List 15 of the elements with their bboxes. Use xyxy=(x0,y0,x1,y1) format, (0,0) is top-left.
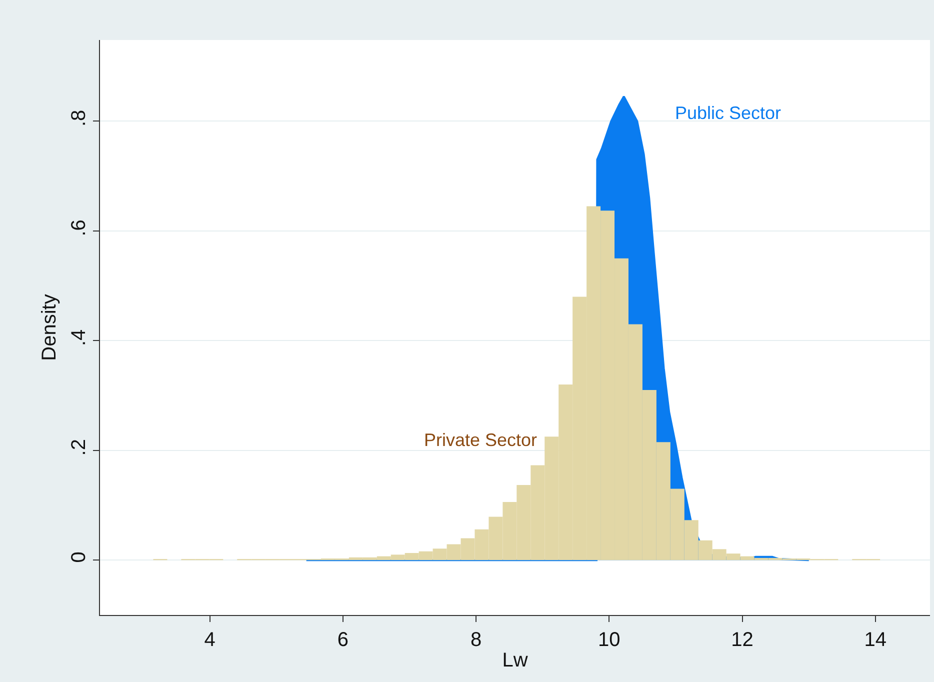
y-tick-label: 0 xyxy=(68,552,90,563)
y-tick-label: .6 xyxy=(68,220,90,236)
x-tick-label: 10 xyxy=(598,629,620,651)
text: Public Sector xyxy=(675,103,782,123)
x-tick-label: 14 xyxy=(864,629,887,651)
y-axis-title: Density xyxy=(38,294,60,361)
x-tick-label: 8 xyxy=(470,629,482,651)
x-tick-label: 4 xyxy=(204,629,216,651)
y-tick-label: .8 xyxy=(68,110,90,127)
x-tick-label: 6 xyxy=(337,629,349,651)
x-axis-title: Lw xyxy=(502,650,528,672)
series-label: Private Sector xyxy=(424,430,538,450)
y-tick-label: .2 xyxy=(68,439,90,456)
y-tick-label: .4 xyxy=(68,329,90,346)
x-tick-label: 12 xyxy=(731,629,754,651)
